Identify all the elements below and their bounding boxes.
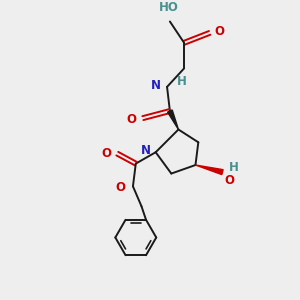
Text: N: N bbox=[141, 144, 151, 157]
Text: O: O bbox=[116, 181, 126, 194]
Text: H: H bbox=[229, 160, 238, 173]
Text: N: N bbox=[151, 79, 161, 92]
Text: H: H bbox=[177, 75, 187, 88]
Text: HO: HO bbox=[158, 2, 178, 14]
Polygon shape bbox=[168, 110, 178, 130]
Polygon shape bbox=[196, 165, 223, 175]
Text: O: O bbox=[224, 174, 235, 187]
Text: O: O bbox=[101, 147, 111, 160]
Text: O: O bbox=[214, 25, 224, 38]
Text: O: O bbox=[127, 113, 136, 126]
